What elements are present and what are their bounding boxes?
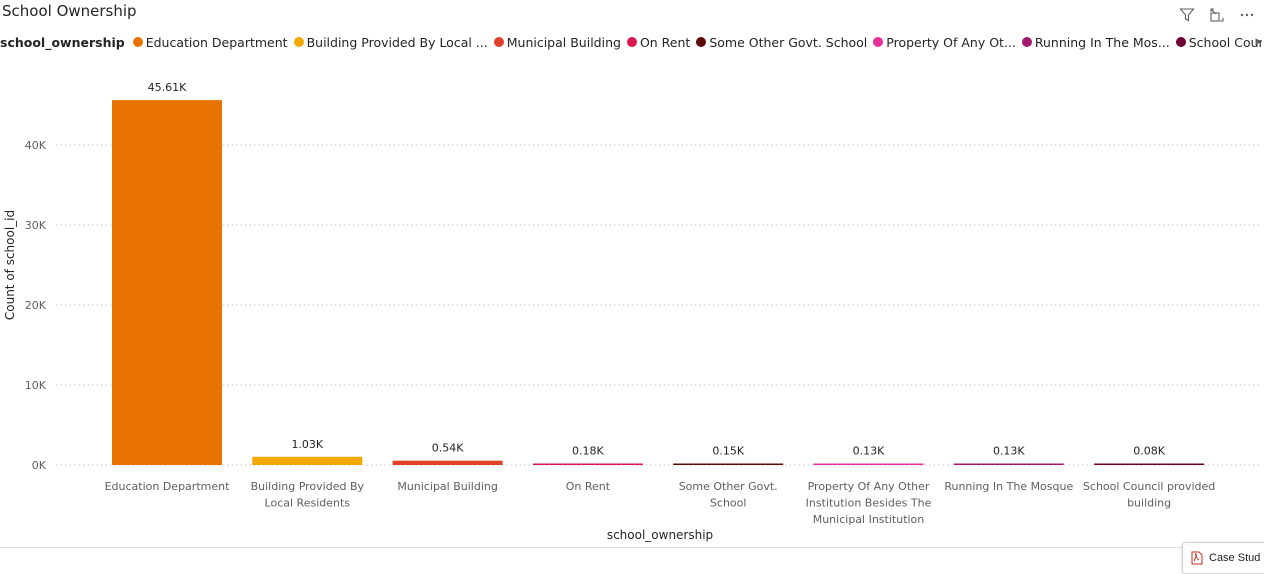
legend-swatch	[873, 37, 884, 47]
bar	[813, 463, 924, 465]
bar	[532, 463, 643, 465]
legend-swatch	[493, 37, 504, 47]
y-tick-label: 0K	[32, 459, 47, 472]
x-tick-label: Property Of Any Other	[808, 480, 930, 493]
legend-item-label: Municipal Building	[506, 34, 621, 50]
x-tick-label: School Council provided	[1083, 480, 1215, 493]
legend: school_ownership Education Department Bu…	[0, 34, 1262, 50]
x-tick-label: Local Residents	[265, 497, 351, 510]
data-label: 0.15K	[712, 445, 744, 458]
bar	[673, 463, 784, 465]
x-tick-label: Building Provided By	[251, 480, 365, 493]
divider	[0, 547, 1264, 548]
visual-toolbar	[1178, 6, 1256, 24]
y-tick-label: 10K	[25, 379, 47, 392]
pdf-icon	[1191, 551, 1203, 565]
filter-icon[interactable]	[1178, 6, 1196, 24]
y-tick-label: 30K	[25, 219, 47, 232]
focus-mode-icon[interactable]	[1208, 6, 1226, 24]
legend-item-school-council[interactable]: School Council ...	[1175, 34, 1262, 50]
legend-item-label: Some Other Govt. School	[709, 34, 868, 50]
legend-swatch	[132, 37, 143, 47]
x-tick-label: building	[1127, 497, 1171, 510]
data-label: 45.61K	[148, 81, 187, 94]
case-study-tab[interactable]: Case Stud	[1182, 542, 1264, 574]
x-tick-label: Municipal Building	[397, 480, 498, 493]
bar	[1094, 463, 1205, 465]
legend-swatch	[293, 37, 304, 47]
more-options-icon[interactable]	[1238, 6, 1256, 24]
x-tick-label: Institution Besides The	[806, 497, 932, 510]
legend-item-on-rent[interactable]: On Rent	[626, 34, 691, 50]
data-label: 0.18K	[572, 445, 604, 458]
y-tick-label: 40K	[25, 139, 47, 152]
legend-item-running-in-the-mosque[interactable]: Running In The Mos...	[1021, 34, 1170, 50]
legend-item-education-department[interactable]: Education Department	[132, 34, 288, 50]
legend-item-label: Property Of Any Ot...	[886, 34, 1016, 50]
x-tick-label: Municipal Institution	[813, 513, 925, 526]
bar	[252, 456, 363, 465]
legend-scroll-right-icon[interactable]: ▸	[1255, 34, 1262, 49]
x-tick-label: Some Other Govt.	[679, 480, 778, 493]
legend-item-municipal-building[interactable]: Municipal Building	[493, 34, 621, 50]
legend-item-building-provided-by-local-residents[interactable]: Building Provided By Local ...	[293, 34, 488, 50]
chart-title: School Ownership	[2, 2, 137, 20]
x-tick-label: On Rent	[566, 480, 611, 493]
x-tick-label: Education Department	[105, 480, 231, 493]
legend-item-label: Education Department	[145, 34, 288, 50]
data-label: 0.54K	[432, 442, 464, 455]
data-label: 0.13K	[993, 445, 1025, 458]
case-study-tab-label: Case Stud	[1209, 552, 1261, 564]
bar	[112, 100, 222, 465]
legend-item-label: Building Provided By Local ...	[306, 34, 488, 50]
legend-swatch	[626, 37, 637, 47]
legend-item-label: On Rent	[639, 34, 691, 50]
legend-item-label: Running In The Mos...	[1034, 34, 1170, 50]
x-tick-label: School	[710, 497, 747, 510]
bar	[392, 460, 503, 465]
legend-swatch	[1021, 37, 1032, 47]
legend-swatch	[696, 37, 707, 47]
data-label: 0.08K	[1133, 445, 1165, 458]
legend-item-some-other-govt-school[interactable]: Some Other Govt. School	[696, 35, 867, 50]
y-axis-label: Count of school_id	[3, 210, 17, 320]
legend-item-property-of-any-other[interactable]: Property Of Any Ot...	[873, 35, 1016, 50]
data-label: 0.13K	[853, 445, 885, 458]
legend-swatch	[1175, 37, 1186, 47]
x-tick-label: Running In The Mosque	[944, 480, 1073, 493]
legend-title: school_ownership	[0, 34, 125, 50]
bar-chart: 0K 10K 20K 30K 40K Count of school_id 45.61K Ed…	[3, 81, 1262, 542]
y-tick-label: 20K	[25, 299, 47, 312]
x-axis-label: school_ownership	[607, 528, 713, 542]
bar	[953, 463, 1064, 465]
legend-item-label: School Council ...	[1188, 34, 1262, 50]
data-label: 1.03K	[291, 438, 323, 451]
